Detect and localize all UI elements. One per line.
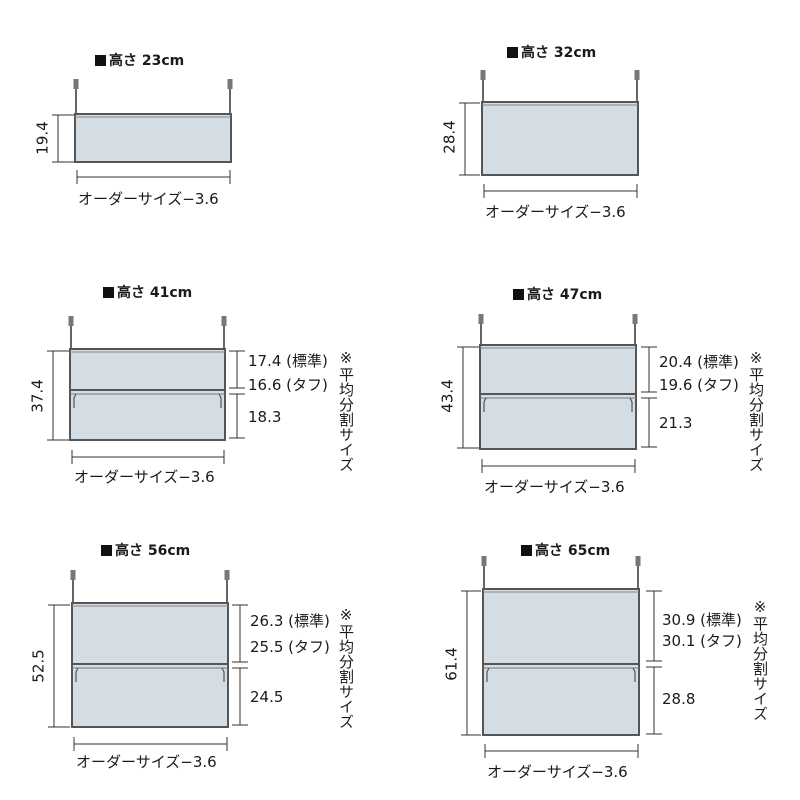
upper-tough-label: 25.5 (タフ) xyxy=(250,638,330,656)
width-label: オーダーサイズ−3.6 xyxy=(484,478,625,496)
shelf-drawing xyxy=(457,314,657,473)
bullet-square-icon xyxy=(507,47,518,58)
shelf-diagram-47: 高さ 47cm 43.4 20.4 (標準) 1 xyxy=(400,270,800,530)
bullet-square-icon xyxy=(513,289,524,300)
shelf-diagram-23: 高さ 23cm 19.4 オーダーサイズ−3.6 xyxy=(0,0,400,260)
shelf-drawing xyxy=(47,316,245,464)
lower-label: 18.3 xyxy=(248,408,282,426)
shelf-drawing xyxy=(461,556,662,758)
total-height-label: 52.5 xyxy=(29,649,48,683)
upper-tough-label: 19.6 (タフ) xyxy=(659,376,739,394)
note-label: ※平均分割サイズ xyxy=(751,598,769,721)
bullet-square-icon xyxy=(521,545,532,556)
note-label: ※平均分割サイズ xyxy=(747,349,765,472)
panel-title: 高さ 65cm xyxy=(521,540,610,560)
width-label: オーダーサイズ−3.6 xyxy=(487,763,628,781)
upper-standard-label: 30.9 (標準) xyxy=(662,611,742,629)
shelf-diagram-56: 高さ 56cm 52.5 26.3 (標準) 2 xyxy=(0,530,400,790)
width-label: オーダーサイズ−3.6 xyxy=(78,190,219,208)
width-label: オーダーサイズ−3.6 xyxy=(76,753,217,771)
upper-tough-label: 16.6 (タフ) xyxy=(248,376,328,394)
shelf-drawing xyxy=(52,79,233,184)
bullet-square-icon xyxy=(95,55,106,66)
bullet-square-icon xyxy=(103,287,114,298)
total-height-label: 28.4 xyxy=(440,120,459,154)
shelf-diagram-32: 高さ 32cm 28.4 オーダーサイズ−3.6 xyxy=(400,0,800,260)
total-height-label: 61.4 xyxy=(442,647,461,681)
note-label: ※平均分割サイズ xyxy=(337,606,355,729)
panel-title: 高さ 41cm xyxy=(103,282,192,302)
shelf-drawing xyxy=(48,570,248,751)
bullet-square-icon xyxy=(101,545,112,556)
shelf-diagram-65: 高さ 65cm 61.4 30.9 (標準) 3 xyxy=(400,530,800,790)
width-label: オーダーサイズ−3.6 xyxy=(485,203,626,221)
panel-title: 高さ 47cm xyxy=(513,284,602,304)
lower-label: 28.8 xyxy=(662,690,696,708)
upper-standard-label: 17.4 (標準) xyxy=(248,352,328,370)
note-label: ※平均分割サイズ xyxy=(337,349,355,472)
lower-label: 21.3 xyxy=(659,414,693,432)
width-label: オーダーサイズ−3.6 xyxy=(74,468,215,486)
panel-title: 高さ 56cm xyxy=(101,540,190,560)
total-height-label: 19.4 xyxy=(33,121,52,155)
upper-tough-label: 30.1 (タフ) xyxy=(662,632,742,650)
upper-standard-label: 20.4 (標準) xyxy=(659,353,739,371)
upper-standard-label: 26.3 (標準) xyxy=(250,612,330,630)
lower-label: 24.5 xyxy=(250,688,284,706)
shelf-diagram-41: 高さ 41cm 37.4 17.4 (標準) 1 xyxy=(0,270,400,530)
shelf-drawing xyxy=(459,70,640,198)
total-height-label: 43.4 xyxy=(438,379,457,413)
panel-title: 高さ 23cm xyxy=(95,50,184,70)
panel-title: 高さ 32cm xyxy=(507,42,596,62)
total-height-label: 37.4 xyxy=(28,379,47,413)
